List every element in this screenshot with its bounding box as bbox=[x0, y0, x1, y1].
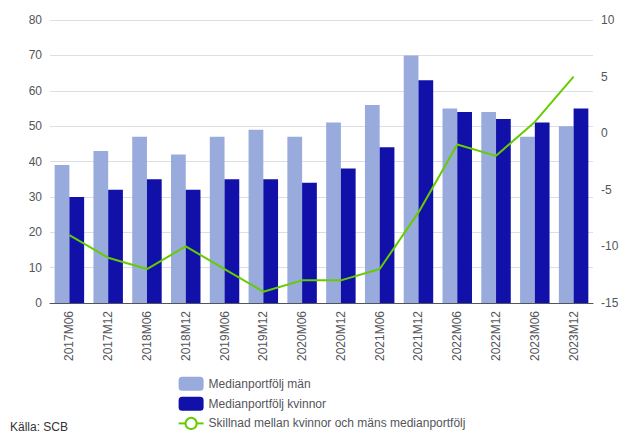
svg-text:60: 60 bbox=[29, 84, 43, 98]
svg-text:2021M12: 2021M12 bbox=[411, 311, 425, 361]
svg-text:Skillnad mellan kvinnor och mä: Skillnad mellan kvinnor och mäns medianp… bbox=[209, 416, 466, 430]
svg-text:2017M06: 2017M06 bbox=[62, 311, 76, 361]
svg-text:2017M12: 2017M12 bbox=[101, 311, 115, 361]
svg-text:80: 80 bbox=[29, 13, 43, 27]
svg-text:Medianportfölj män: Medianportfölj män bbox=[209, 377, 311, 391]
svg-text:-10: -10 bbox=[601, 239, 619, 253]
svg-text:-5: -5 bbox=[601, 183, 612, 197]
svg-text:70: 70 bbox=[29, 48, 43, 62]
svg-text:0: 0 bbox=[601, 126, 608, 140]
svg-text:0: 0 bbox=[35, 296, 42, 310]
svg-text:-15: -15 bbox=[601, 296, 619, 310]
svg-text:10: 10 bbox=[29, 261, 43, 275]
svg-text:2020M06: 2020M06 bbox=[295, 311, 309, 361]
svg-text:5: 5 bbox=[601, 70, 608, 84]
svg-text:40: 40 bbox=[29, 155, 43, 169]
svg-text:2019M06: 2019M06 bbox=[218, 311, 232, 361]
svg-text:2020M12: 2020M12 bbox=[334, 311, 348, 361]
svg-text:2023M12: 2023M12 bbox=[567, 311, 581, 361]
svg-text:10: 10 bbox=[601, 13, 615, 27]
svg-text:Källa: SCB: Källa: SCB bbox=[10, 420, 68, 434]
svg-text:2021M06: 2021M06 bbox=[373, 311, 387, 361]
svg-text:2018M12: 2018M12 bbox=[179, 311, 193, 361]
svg-text:2019M12: 2019M12 bbox=[256, 311, 270, 361]
svg-text:2022M06: 2022M06 bbox=[450, 311, 464, 361]
svg-text:2022M12: 2022M12 bbox=[489, 311, 503, 361]
svg-text:Medianportfölj kvinnor: Medianportfölj kvinnor bbox=[209, 397, 326, 411]
svg-text:20: 20 bbox=[29, 225, 43, 239]
svg-text:2018M06: 2018M06 bbox=[140, 311, 154, 361]
svg-text:2023M06: 2023M06 bbox=[528, 311, 542, 361]
svg-text:30: 30 bbox=[29, 190, 43, 204]
svg-text:50: 50 bbox=[29, 119, 43, 133]
